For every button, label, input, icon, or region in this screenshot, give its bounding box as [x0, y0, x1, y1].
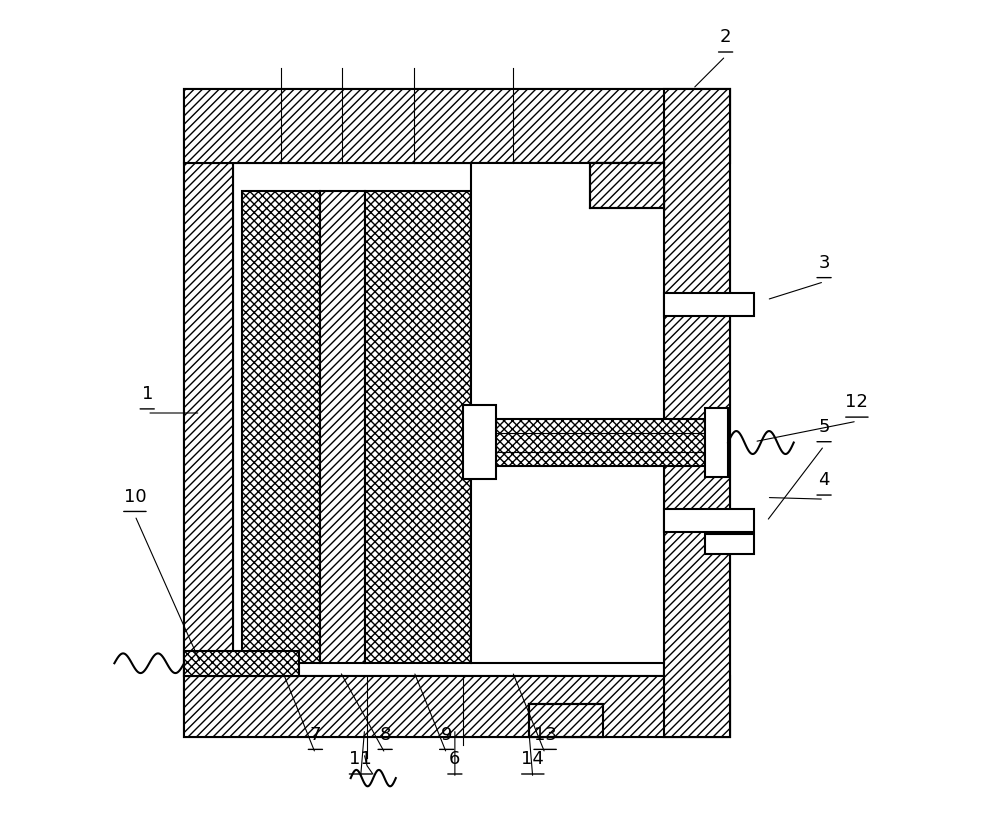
Text: 5: 5 — [818, 418, 830, 436]
Bar — [471, 419, 705, 467]
Bar — [233, 163, 664, 676]
Text: 8: 8 — [379, 725, 391, 743]
Bar — [242, 192, 320, 663]
Bar — [365, 192, 471, 663]
Text: 4: 4 — [818, 472, 830, 489]
Bar — [184, 163, 233, 676]
Bar — [320, 192, 365, 663]
Bar — [463, 405, 496, 478]
Text: 1: 1 — [142, 385, 153, 403]
Bar — [664, 293, 754, 316]
Text: 3: 3 — [818, 254, 830, 272]
Text: 12: 12 — [845, 393, 868, 411]
Text: 2: 2 — [720, 28, 731, 46]
Bar — [471, 446, 664, 663]
Bar — [664, 89, 730, 737]
Bar — [705, 408, 728, 477]
Text: 9: 9 — [441, 725, 452, 743]
Text: 7: 7 — [310, 725, 321, 743]
Bar — [529, 705, 603, 737]
Text: 10: 10 — [124, 487, 146, 506]
Text: 13: 13 — [534, 725, 557, 743]
Bar — [705, 534, 754, 554]
Text: 14: 14 — [521, 750, 544, 768]
Bar — [184, 89, 730, 163]
Text: 6: 6 — [449, 750, 461, 768]
Bar — [184, 651, 299, 676]
Bar — [184, 89, 730, 737]
Bar — [471, 163, 664, 430]
Bar — [184, 676, 730, 737]
Bar — [590, 163, 664, 208]
Bar — [664, 509, 754, 532]
Text: 11: 11 — [349, 750, 372, 768]
